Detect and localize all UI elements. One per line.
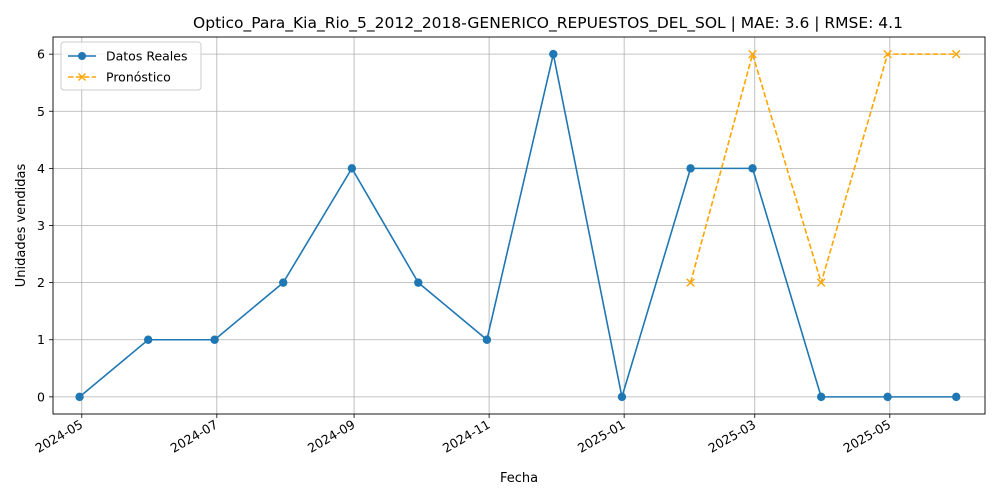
data-point-datos-reales [347, 164, 357, 173]
data-point-pronostico [686, 278, 695, 287]
y-tick-label: 2 [37, 275, 45, 290]
data-point-pronostico [748, 49, 757, 59]
x-tick-label: 2024-11 [440, 417, 493, 456]
y-axis-label: Unidades vendidas [14, 164, 29, 288]
x-axis-ticks: 2024-05 2024-07 2024-09 2024-11 2025-01 2025-… [33, 414, 894, 456]
data-point-datos-reales [748, 164, 757, 173]
data-point-datos-reales [75, 392, 84, 402]
data-point-datos-reales [549, 49, 558, 59]
x-tick-label: 2025-05 [841, 417, 894, 456]
legend-marker-pronostico [78, 73, 86, 81]
y-tick-label: 4 [37, 161, 45, 176]
x-axis-label: Fecha [500, 471, 538, 486]
series-line-datos-reales [79, 53, 957, 398]
legend-label-pronostico: Pronóstico [106, 70, 171, 85]
y-tick-label: 6 [37, 47, 45, 62]
legend-box [60, 41, 202, 91]
data-point-pronostico [816, 278, 826, 287]
data-point-datos-reales [816, 392, 826, 402]
x-tick-label: 2025-01 [575, 417, 628, 456]
y-tick-label: 5 [37, 104, 45, 119]
y-tick-label: 0 [37, 389, 45, 404]
data-point-pronostico [951, 49, 961, 59]
data-point-datos-reales [279, 278, 288, 287]
data-point-datos-reales [686, 164, 695, 173]
data-point-datos-reales [617, 392, 627, 402]
data-point-datos-reales [143, 335, 153, 344]
x-tick-label: 2024-07 [168, 417, 221, 456]
y-tick-label: 1 [37, 332, 45, 347]
data-point-datos-reales [883, 392, 892, 402]
data-point-pronostico [883, 49, 892, 59]
legend-marker-datos-reales [78, 52, 86, 60]
y-axis-ticks: 0 1 2 3 4 5 6 [37, 47, 53, 404]
data-point-datos-reales [210, 335, 219, 344]
data-point-datos-reales [952, 392, 961, 402]
grid-layer [53, 37, 985, 414]
series-layer [75, 49, 961, 402]
x-tick-label: 2025-03 [706, 417, 759, 456]
data-point-datos-reales [482, 335, 492, 344]
data-point-datos-reales [414, 278, 423, 287]
legend: Datos Reales Pronóstico [60, 41, 202, 91]
legend-label-datos-reales: Datos Reales [106, 49, 187, 64]
y-tick-label: 3 [37, 218, 45, 233]
x-tick-label: 2024-05 [33, 417, 86, 456]
x-tick-label: 2024-09 [305, 417, 358, 456]
chart-title: Optico_Para_Kia_Rio_5_2012_2018-GENERICO… [193, 14, 903, 33]
